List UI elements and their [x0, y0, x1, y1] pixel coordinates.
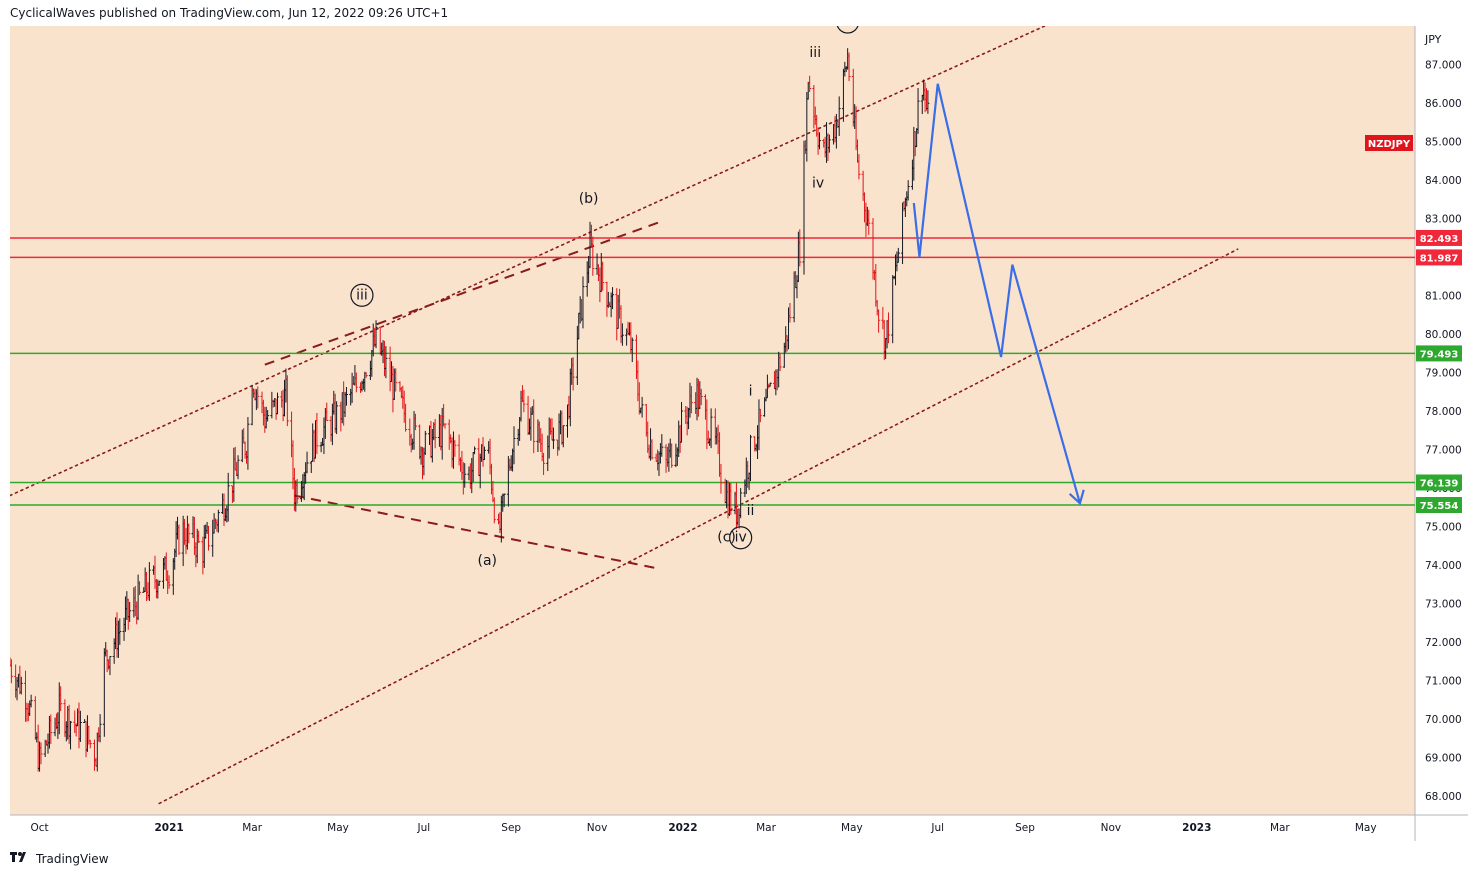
price-tick-label: 84.000 — [1425, 175, 1462, 187]
price-tick-label: 69.000 — [1425, 752, 1462, 764]
time-tick-label: May — [841, 822, 863, 834]
price-tick-label: 80.000 — [1425, 329, 1462, 341]
price-tick-label: 68.000 — [1425, 791, 1462, 803]
currency-label: JPY — [1424, 33, 1442, 46]
channel-line — [158, 248, 1239, 805]
wave-label-circle — [350, 283, 374, 307]
wave-label: v — [842, 26, 850, 30]
triangle-line — [294, 494, 660, 570]
projection-line — [912, 83, 1081, 504]
level-badge-text: 82.493 — [1420, 234, 1459, 245]
time-axis[interactable]: Oct 2021 Mar May Jul Sep Nov 2022 Mar May Jul Sep No… — [30, 822, 1376, 834]
level-badge — [1416, 497, 1462, 514]
wave-label: iv — [735, 530, 747, 546]
wave-label: (c) — [717, 530, 736, 546]
price-chart[interactable]: iii(b)(a)(c)iviiiiiiivvv 68.00069.00070.… — [8, 10, 1468, 841]
time-tick-label: May — [327, 822, 349, 834]
wave-label: iii — [809, 45, 821, 61]
level-badge — [1416, 249, 1462, 266]
level-badge — [1416, 474, 1462, 491]
level-badge-text: 79.493 — [1420, 349, 1459, 360]
time-tick-label: Oct — [30, 822, 48, 834]
price-tick-label: 72.000 — [1425, 637, 1462, 649]
price-tick-label: 77.000 — [1425, 444, 1462, 456]
time-tick-label: Sep — [501, 822, 521, 834]
wave-label: iv — [812, 176, 824, 192]
time-tick-label: Nov — [587, 822, 608, 834]
price-tick-label: 71.000 — [1425, 675, 1462, 687]
time-tick-label: Jul — [417, 822, 431, 834]
candles — [8, 48, 930, 772]
price-tick-label: 83.000 — [1425, 213, 1462, 225]
level-badge — [1416, 345, 1462, 362]
wave-label: (a) — [477, 553, 497, 569]
symbol-badge: NZDJPY — [1365, 135, 1413, 151]
wave-label: ii — [747, 503, 755, 519]
time-tick-label: Mar — [242, 822, 262, 834]
horizontal-levels — [10, 237, 1415, 506]
price-tick-label: 85.000 — [1425, 136, 1462, 148]
projection-arrowhead — [1068, 489, 1085, 506]
time-tick-label: 2022 — [668, 822, 697, 834]
plot-background — [10, 26, 1415, 815]
footer-brand: TradingView — [36, 851, 109, 866]
wave-label: (b) — [579, 191, 599, 207]
time-tick-label: Mar — [1270, 822, 1290, 834]
axis-background — [1415, 26, 1468, 841]
level-badges: 82.493 81.987 79.493 76.139 75.554 — [1416, 229, 1462, 514]
price-tick-label: 74.000 — [1425, 560, 1462, 572]
channel-lines — [9, 25, 1239, 805]
wave-label-circle — [729, 526, 753, 550]
time-tick-label: 2021 — [154, 822, 183, 834]
level-badge-text: 76.139 — [1420, 479, 1459, 490]
price-tick-label: 87.000 — [1425, 59, 1462, 71]
time-tick-label: May — [1355, 822, 1377, 834]
chart-area[interactable]: iii(b)(a)(c)iviiiiiiivvv 68.00069.00070.… — [8, 10, 1468, 841]
time-tick-label: Sep — [1015, 822, 1035, 834]
wave-label: i — [749, 383, 753, 399]
level-badge-text: 75.554 — [1420, 501, 1459, 512]
time-tick-label: Mar — [756, 822, 776, 834]
symbol-badge-text: NZDJPY — [1368, 139, 1411, 150]
time-tick-label: 2023 — [1182, 822, 1211, 834]
symbol-badge-bg — [1365, 135, 1413, 151]
price-tick-label: 86.000 — [1425, 98, 1462, 110]
price-tick-label: 70.000 — [1425, 714, 1462, 726]
level-badge — [1416, 229, 1462, 246]
tradingview-logo-icon — [10, 851, 32, 866]
price-tick-label: 73.000 — [1425, 598, 1462, 610]
time-tick-label: Nov — [1101, 822, 1122, 834]
publisher-line: CyclicalWaves published on TradingView.c… — [10, 6, 449, 20]
projection-path — [912, 83, 1085, 506]
level-badge-text: 81.987 — [1420, 253, 1459, 264]
footer: TradingView — [10, 851, 109, 866]
price-tick-label: 78.000 — [1425, 406, 1462, 418]
price-tick-label: 75.000 — [1425, 521, 1462, 533]
price-tick-label: 81.000 — [1425, 290, 1462, 302]
price-tick-label: 79.000 — [1425, 367, 1462, 379]
time-tick-label: Jul — [930, 822, 944, 834]
wave-label: iii — [356, 287, 368, 303]
